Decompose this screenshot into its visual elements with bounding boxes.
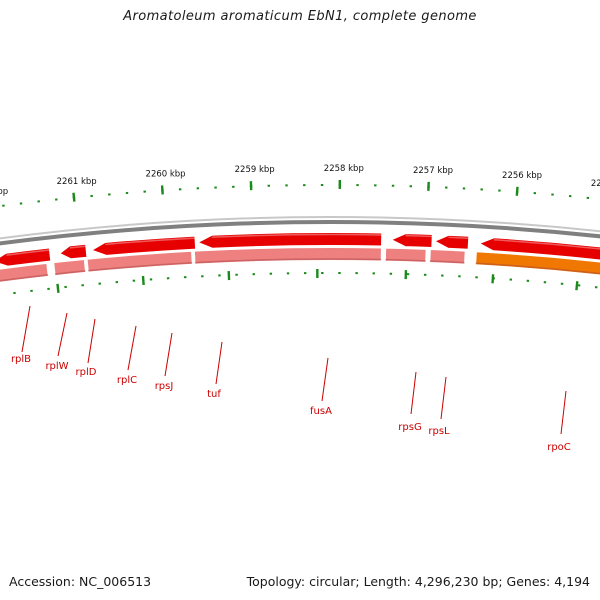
gene-label-tuf[interactable]: tuf [207,389,221,400]
leader-line-rpsG [410,371,417,415]
gene-track [0,232,600,269]
gene-seg-5[interactable] [58,243,88,260]
scale-label: 2262 kbp [0,187,8,197]
leader-line-rpoC [560,390,567,435]
feature-seg-7[interactable] [384,247,427,263]
major-tick [575,281,579,291]
major-tick [515,186,519,196]
backbone [0,216,600,246]
gene-seg-6[interactable] [90,235,197,256]
feature-seg-8[interactable] [429,248,466,265]
scale-label: 2261 kbp [57,177,97,187]
gene-label-rpoC[interactable]: rpoC [547,442,571,453]
gene-label-rpsJ[interactable]: rpsJ [155,381,174,392]
gene-label-rplW[interactable]: rplW [45,361,68,372]
feature-seg-6[interactable] [193,247,382,265]
map-title: Aromatoleum aromaticum EbN1, complete ge… [123,9,477,24]
major-tick [160,185,164,195]
gene-label-rplD[interactable]: rplD [76,367,97,378]
leader-line-fusA [321,357,329,402]
leader-line-rplB [21,305,31,353]
gene-seg-8[interactable] [390,233,433,249]
gene-label-rpsL[interactable]: rpsL [428,426,450,437]
leader-line-tuf [215,341,223,385]
scale-label: 2255 kbp [591,179,600,189]
major-tick [491,274,495,284]
leader-line-rpsL [440,376,447,420]
feature-seg-5[interactable] [86,250,193,273]
gene-seg-4[interactable] [0,247,52,267]
major-tick [56,283,60,293]
major-tick [72,192,76,202]
genome-summary: Topology: circular; Length: 4,296,230 bp… [246,574,590,589]
accession-label: Accession: NC_006513 [9,574,152,589]
scale-label: 2256 kbp [502,171,542,181]
scale-label: 2257 kbp [413,166,453,176]
gene-label-rplB[interactable]: rplB [11,354,31,365]
feature-track [0,247,600,284]
feature-seg-3[interactable] [0,262,49,283]
gene-label-rpsG[interactable]: rpsG [398,422,421,433]
leader-line-rplW [57,312,68,357]
gene-seg-7[interactable] [196,232,383,249]
gene-seg-9[interactable] [433,234,470,250]
scale-label: 2259 kbp [235,165,275,175]
gene-labels: rplB rplW rplD rplC rpsJ tuf fusA rpsG rpsL rpoC [11,305,571,453]
scale-label: 2258 kbp [324,164,364,174]
leader-line-rpsJ [164,332,173,377]
feature-seg-9[interactable] [475,251,600,284]
major-tick [141,275,145,286]
scale-label: 2260 kbp [146,169,186,179]
gene-label-rplC[interactable]: rplC [117,375,137,386]
feature-seg-4[interactable] [53,258,87,277]
gene-seg-10[interactable] [478,237,600,269]
gene-label-fusA[interactable]: fusA [310,406,332,417]
leader-line-rplD [87,318,96,364]
leader-line-rplC [127,325,137,371]
